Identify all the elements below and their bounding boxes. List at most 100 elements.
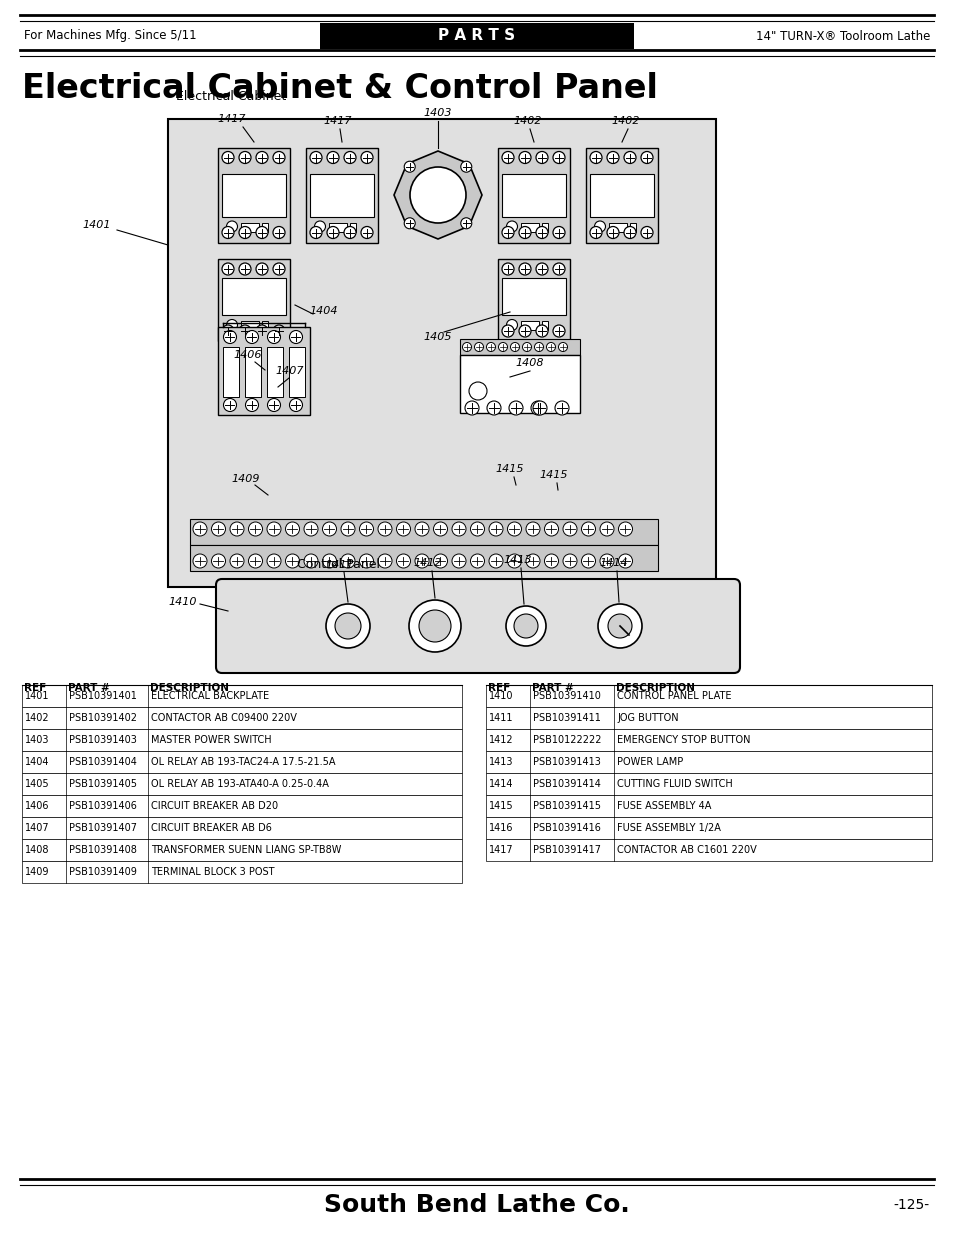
Circle shape: [239, 226, 251, 238]
Circle shape: [360, 152, 373, 163]
Text: PSB10391408: PSB10391408: [69, 845, 136, 855]
Circle shape: [304, 522, 317, 536]
Circle shape: [464, 401, 478, 415]
Text: 1411: 1411: [489, 713, 513, 722]
Text: 14" TURN-X® Toolroom Lathe: 14" TURN-X® Toolroom Lathe: [755, 30, 929, 42]
Text: PSB10391404: PSB10391404: [69, 757, 136, 767]
Text: 1412: 1412: [414, 558, 442, 568]
Circle shape: [470, 522, 484, 536]
Circle shape: [322, 555, 336, 568]
Text: OL RELAY AB 193-ATA40-A 0.25-0.4A: OL RELAY AB 193-ATA40-A 0.25-0.4A: [151, 779, 329, 789]
Circle shape: [245, 399, 258, 411]
Circle shape: [273, 325, 285, 337]
Circle shape: [514, 614, 537, 638]
Circle shape: [289, 399, 302, 411]
Bar: [501, 278, 565, 315]
Text: CONTACTOR AB C09400 220V: CONTACTOR AB C09400 220V: [151, 713, 296, 722]
Circle shape: [618, 555, 632, 568]
Circle shape: [486, 342, 495, 352]
Circle shape: [562, 522, 577, 536]
Bar: [629, 222, 636, 231]
Circle shape: [562, 555, 577, 568]
Bar: [459, 338, 579, 354]
Text: 1412: 1412: [489, 735, 513, 745]
Circle shape: [360, 226, 373, 238]
Circle shape: [223, 331, 236, 343]
Text: 1407: 1407: [25, 823, 50, 832]
Text: FUSE ASSEMBLY 4A: FUSE ASSEMBLY 4A: [617, 802, 711, 811]
Text: PSB10391415: PSB10391415: [533, 802, 600, 811]
Text: REF: REF: [488, 683, 510, 693]
Circle shape: [589, 226, 601, 238]
Text: PSB10391410: PSB10391410: [533, 692, 600, 701]
Circle shape: [327, 226, 338, 238]
Circle shape: [212, 555, 225, 568]
Circle shape: [589, 152, 601, 163]
Text: PSB10391401: PSB10391401: [69, 692, 136, 701]
Circle shape: [433, 555, 447, 568]
Bar: [485, 729, 931, 751]
Circle shape: [510, 342, 519, 352]
Circle shape: [553, 263, 564, 275]
Circle shape: [359, 555, 374, 568]
Text: 1406: 1406: [233, 350, 262, 359]
Circle shape: [606, 152, 618, 163]
Circle shape: [267, 399, 280, 411]
Bar: [22, 729, 461, 751]
Circle shape: [501, 325, 514, 337]
Circle shape: [486, 401, 500, 415]
Text: 1409: 1409: [25, 867, 50, 877]
Circle shape: [193, 522, 207, 536]
Bar: [190, 519, 658, 545]
Text: PSB10391403: PSB10391403: [69, 735, 136, 745]
Text: 1415: 1415: [489, 802, 513, 811]
Circle shape: [522, 342, 531, 352]
Circle shape: [314, 221, 325, 232]
Text: 1404: 1404: [25, 757, 50, 767]
Text: Electrical Cabinet & Control Panel: Electrical Cabinet & Control Panel: [22, 72, 658, 105]
Circle shape: [226, 221, 237, 232]
Circle shape: [409, 600, 460, 652]
Circle shape: [415, 522, 429, 536]
Circle shape: [289, 331, 302, 343]
Circle shape: [462, 342, 471, 352]
Circle shape: [474, 342, 483, 352]
Text: PSB10391411: PSB10391411: [533, 713, 600, 722]
Bar: [222, 278, 286, 315]
Bar: [22, 685, 461, 706]
Circle shape: [322, 522, 336, 536]
Bar: [319, 23, 634, 49]
Circle shape: [335, 613, 360, 638]
Circle shape: [377, 522, 392, 536]
Circle shape: [553, 152, 564, 163]
Circle shape: [599, 555, 614, 568]
Text: 1407: 1407: [275, 366, 304, 375]
Bar: [541, 222, 547, 231]
Text: FUSE ASSEMBLY 1/2A: FUSE ASSEMBLY 1/2A: [617, 823, 720, 832]
Circle shape: [418, 610, 451, 642]
Circle shape: [255, 263, 268, 275]
Text: 1414: 1414: [489, 779, 513, 789]
Circle shape: [460, 217, 472, 228]
Bar: [22, 751, 461, 773]
Circle shape: [544, 522, 558, 536]
Bar: [22, 839, 461, 861]
Text: DESCRIPTION: DESCRIPTION: [616, 683, 695, 693]
Circle shape: [536, 152, 547, 163]
Text: PSB10391409: PSB10391409: [69, 867, 136, 877]
Text: 1417: 1417: [489, 845, 513, 855]
Text: 1403: 1403: [25, 735, 50, 745]
Text: 1417: 1417: [323, 116, 352, 126]
Text: CONTROL PANEL PLATE: CONTROL PANEL PLATE: [617, 692, 731, 701]
Text: PART #: PART #: [68, 683, 110, 693]
Text: PSB10391407: PSB10391407: [69, 823, 137, 832]
Circle shape: [581, 522, 595, 536]
Bar: [267, 347, 283, 396]
Bar: [541, 321, 547, 330]
Circle shape: [396, 522, 410, 536]
Circle shape: [623, 152, 636, 163]
Bar: [22, 706, 461, 729]
Bar: [485, 751, 931, 773]
Circle shape: [404, 217, 415, 228]
Circle shape: [222, 152, 233, 163]
